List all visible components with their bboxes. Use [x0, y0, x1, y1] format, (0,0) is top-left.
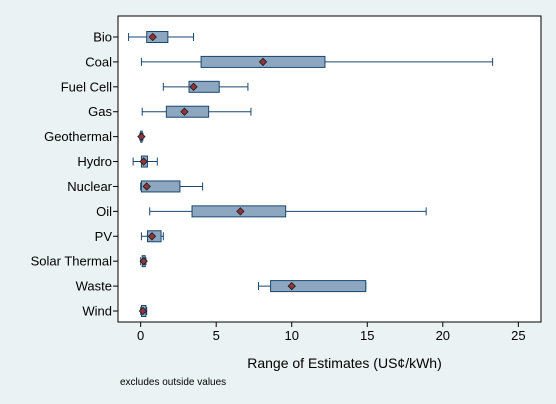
y-tick-label-hydro: Hydro [77, 154, 112, 169]
box-iqr-waste [270, 280, 367, 293]
mean-marker-nuclear [142, 182, 151, 191]
box-geothermal [137, 130, 146, 143]
x-tick-label-25: 25 [511, 328, 525, 343]
y-tick-label-pv: PV [95, 229, 113, 244]
x-axis-title: Range of Estimates (US¢/kWh) [247, 355, 442, 371]
y-tick-label-fuel-cell: Fuel Cell [61, 79, 112, 94]
plot-area [117, 15, 542, 323]
mean-marker-fuel-cell [189, 82, 198, 91]
y-tick-label-coal: Coal [85, 54, 112, 69]
x-tick-label-0: 0 [137, 328, 144, 343]
y-tick-label-wind: Wind [82, 304, 112, 319]
box-iqr-bio [146, 31, 169, 43]
y-tick-label-solar-thermal: Solar Thermal [31, 254, 113, 269]
mean-marker-waste [287, 281, 296, 291]
mean-marker-wind [138, 306, 148, 316]
x-tick-label-20: 20 [436, 328, 450, 343]
mean-marker-solar-thermal [139, 257, 148, 266]
mean-marker-pv [147, 232, 157, 241]
x-tick-label-10: 10 [284, 328, 298, 343]
box-nuclear [140, 180, 204, 193]
box-waste [257, 280, 367, 293]
y-tick-label-geothermal: Geothermal [44, 129, 112, 144]
y-tick-label-waste: Waste [76, 279, 112, 294]
x-tick-label-5: 5 [213, 328, 220, 343]
y-tick-label-oil: Oil [96, 204, 112, 219]
axes-layer: Bio Coal Fuel Cell Gas Geothermal Hydro Nuclea… [31, 30, 526, 344]
box-wind [138, 305, 148, 317]
box-hydro [132, 155, 158, 168]
box-pv [140, 230, 164, 243]
mean-marker-coal [258, 57, 268, 67]
box-solar-thermal [139, 255, 148, 268]
mean-marker-geothermal [137, 132, 146, 141]
box-bio [128, 31, 195, 43]
mean-marker-bio [148, 32, 157, 42]
boxes-layer [128, 31, 494, 317]
mean-marker-oil [236, 207, 245, 216]
box-gas [141, 105, 252, 118]
mean-marker-hydro [139, 157, 148, 166]
box-iqr-nuclear [140, 180, 181, 193]
x-tick-label-15: 15 [360, 328, 374, 343]
y-tick-label-bio: Bio [93, 30, 112, 45]
box-oil [149, 205, 427, 218]
y-tick-label-nuclear: Nuclear [67, 179, 112, 194]
box-iqr-fuel-cell [188, 80, 220, 93]
mean-marker-gas [180, 107, 189, 116]
box-fuel-cell [162, 80, 249, 93]
box-coal [140, 55, 494, 68]
y-tick-label-gas: Gas [88, 104, 112, 119]
chart-note: excludes outside values [120, 377, 226, 388]
